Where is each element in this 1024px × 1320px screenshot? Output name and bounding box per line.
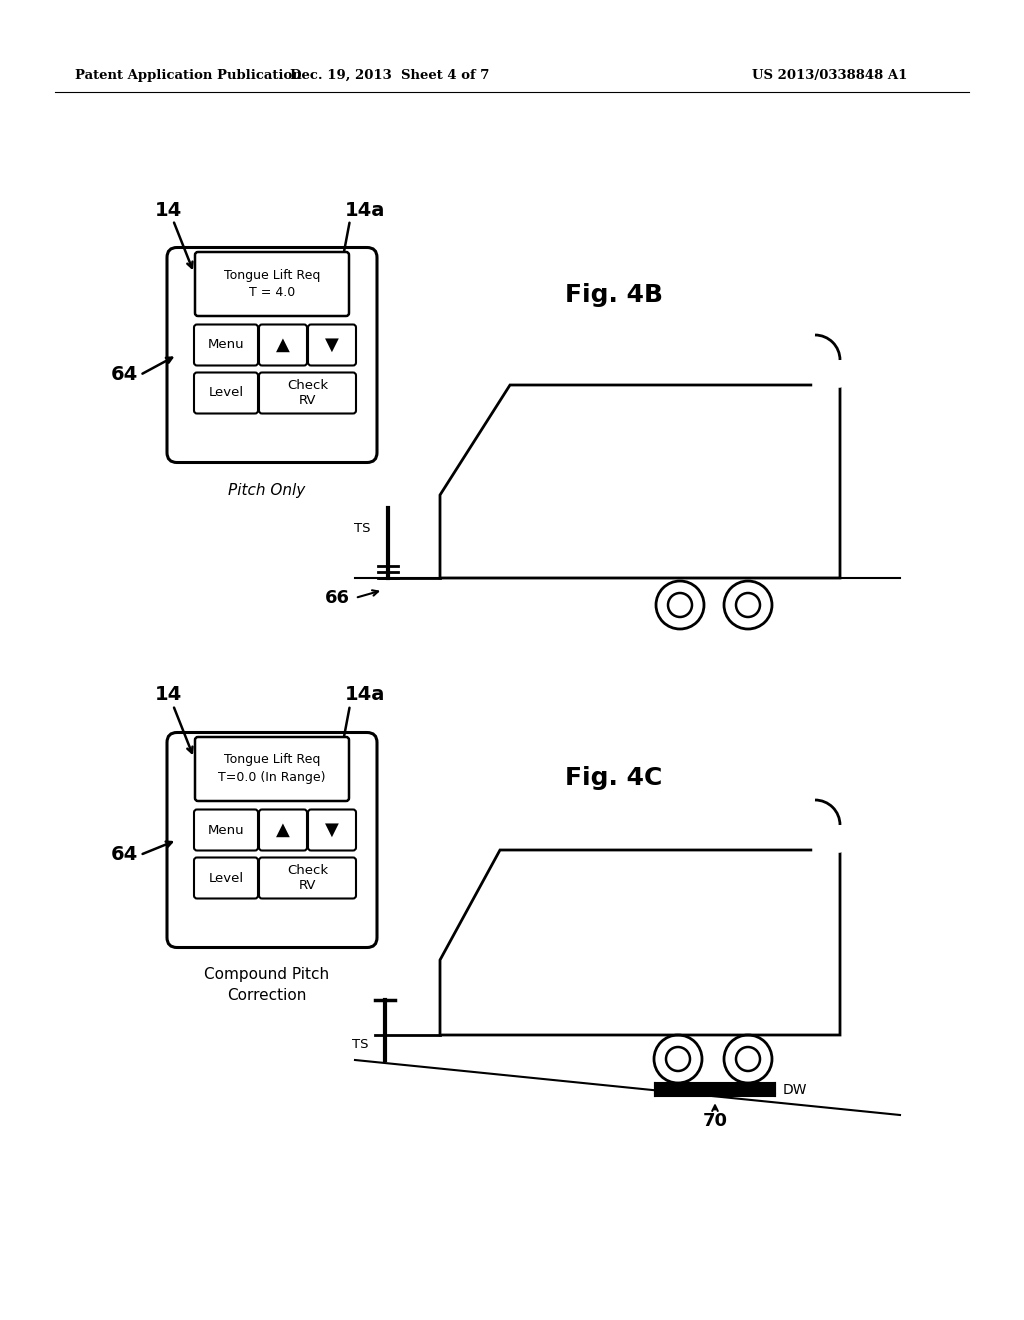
- FancyBboxPatch shape: [259, 858, 356, 899]
- Text: 66: 66: [325, 589, 350, 607]
- Text: US 2013/0338848 A1: US 2013/0338848 A1: [753, 69, 907, 82]
- Text: Fig. 4B: Fig. 4B: [565, 282, 663, 308]
- Text: 64: 64: [111, 366, 138, 384]
- FancyBboxPatch shape: [194, 325, 258, 366]
- Text: Fig. 4C: Fig. 4C: [565, 766, 663, 789]
- FancyBboxPatch shape: [259, 325, 307, 366]
- Text: 14a: 14a: [345, 685, 385, 705]
- Text: Tongue Lift Req
T=0.0 (In Range): Tongue Lift Req T=0.0 (In Range): [218, 754, 326, 784]
- Text: DW: DW: [783, 1082, 808, 1097]
- Text: TS: TS: [351, 1039, 368, 1052]
- Text: 64: 64: [111, 846, 138, 865]
- Text: Tongue Lift Req
T = 4.0: Tongue Lift Req T = 4.0: [224, 268, 321, 300]
- Text: Menu: Menu: [208, 824, 245, 837]
- Text: Patent Application Publication: Patent Application Publication: [75, 69, 302, 82]
- Text: Level: Level: [209, 871, 244, 884]
- Text: 14a: 14a: [345, 201, 385, 219]
- Text: Compound Pitch
Correction: Compound Pitch Correction: [205, 968, 330, 1003]
- Text: Check
RV: Check RV: [287, 865, 328, 892]
- FancyBboxPatch shape: [259, 809, 307, 850]
- FancyBboxPatch shape: [167, 248, 377, 462]
- FancyBboxPatch shape: [195, 252, 349, 315]
- Text: TS: TS: [353, 521, 370, 535]
- Text: Dec. 19, 2013  Sheet 4 of 7: Dec. 19, 2013 Sheet 4 of 7: [291, 69, 489, 82]
- Text: Check
RV: Check RV: [287, 379, 328, 407]
- Text: Level: Level: [209, 387, 244, 400]
- FancyBboxPatch shape: [308, 325, 356, 366]
- FancyBboxPatch shape: [259, 372, 356, 413]
- FancyBboxPatch shape: [195, 737, 349, 801]
- Text: Pitch Only: Pitch Only: [228, 483, 305, 498]
- Text: 70: 70: [702, 1113, 727, 1130]
- Text: ▲: ▲: [276, 337, 290, 354]
- Text: ▲: ▲: [276, 821, 290, 840]
- FancyBboxPatch shape: [194, 858, 258, 899]
- Text: 14: 14: [155, 201, 182, 219]
- Text: 14: 14: [155, 685, 182, 705]
- Text: ▼: ▼: [325, 821, 339, 840]
- FancyBboxPatch shape: [167, 733, 377, 948]
- Text: ▼: ▼: [325, 337, 339, 354]
- Text: Menu: Menu: [208, 338, 245, 351]
- FancyBboxPatch shape: [194, 809, 258, 850]
- FancyBboxPatch shape: [308, 809, 356, 850]
- FancyBboxPatch shape: [194, 372, 258, 413]
